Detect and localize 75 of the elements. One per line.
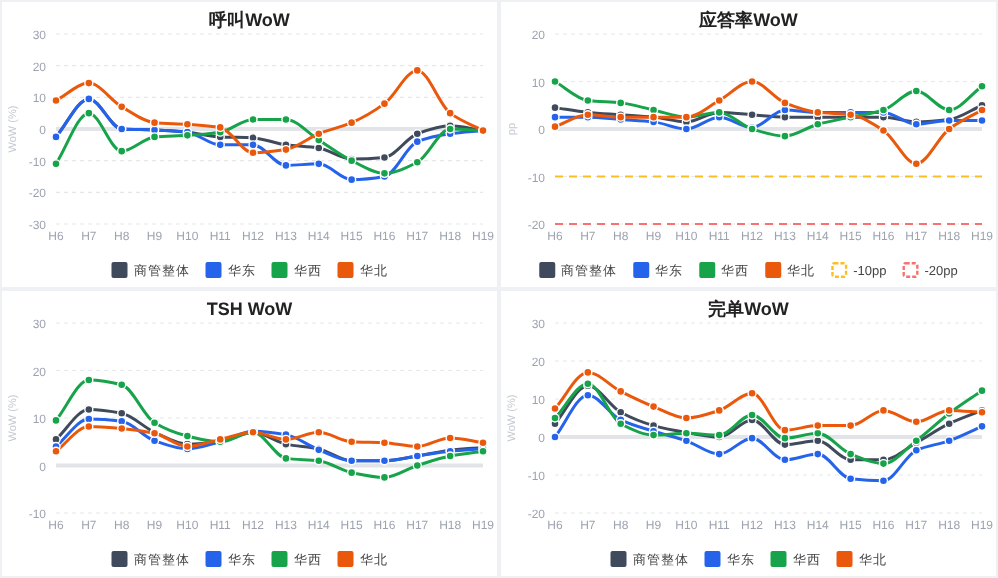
point xyxy=(445,433,455,443)
point xyxy=(412,65,423,76)
point xyxy=(845,449,856,459)
chart-title: TSH WoW xyxy=(206,299,294,319)
point xyxy=(84,414,94,424)
point xyxy=(51,415,61,426)
point xyxy=(412,129,423,139)
point xyxy=(314,456,324,466)
point xyxy=(116,102,127,112)
point xyxy=(813,420,823,431)
point xyxy=(747,110,757,120)
point xyxy=(149,418,160,428)
point xyxy=(412,157,423,167)
point xyxy=(681,124,692,134)
point xyxy=(977,105,987,115)
point xyxy=(944,124,954,134)
point xyxy=(478,438,488,448)
point xyxy=(445,451,455,461)
point xyxy=(314,159,324,169)
point xyxy=(911,445,922,455)
point xyxy=(116,146,127,156)
chart-title: 应答率WoW xyxy=(697,10,799,30)
point xyxy=(550,413,560,423)
point xyxy=(84,108,94,118)
point xyxy=(615,98,626,108)
point xyxy=(747,388,757,398)
point xyxy=(314,143,324,153)
point xyxy=(116,380,127,390)
point xyxy=(445,108,455,118)
point xyxy=(84,375,94,385)
point xyxy=(215,140,225,150)
point xyxy=(813,449,823,459)
point xyxy=(944,436,954,446)
point xyxy=(845,474,856,484)
point xyxy=(182,431,193,441)
point xyxy=(550,112,560,122)
point xyxy=(780,131,790,141)
point xyxy=(714,449,724,459)
point xyxy=(314,129,324,139)
point xyxy=(51,159,61,169)
point xyxy=(346,437,357,447)
point xyxy=(911,86,922,96)
point xyxy=(681,413,692,423)
point xyxy=(944,419,954,429)
point xyxy=(84,78,94,88)
point xyxy=(813,119,823,129)
point xyxy=(51,95,61,106)
point xyxy=(747,410,757,420)
point xyxy=(977,81,987,91)
point xyxy=(780,433,790,443)
chart-title: 完单WoW xyxy=(708,299,790,319)
point xyxy=(149,132,160,142)
point xyxy=(379,438,390,448)
point xyxy=(550,403,560,414)
point xyxy=(84,421,94,432)
point xyxy=(944,105,954,115)
point xyxy=(248,148,258,158)
point xyxy=(51,446,61,456)
point xyxy=(780,425,790,435)
point xyxy=(583,390,593,400)
point xyxy=(149,436,160,446)
point xyxy=(116,423,127,434)
point xyxy=(281,434,291,445)
point xyxy=(780,98,790,108)
point xyxy=(747,433,757,443)
point xyxy=(379,98,390,109)
point xyxy=(878,125,889,136)
point xyxy=(878,476,889,486)
point xyxy=(780,455,790,465)
point xyxy=(615,386,626,397)
point xyxy=(550,432,560,442)
point xyxy=(911,417,922,427)
point xyxy=(182,119,193,129)
chart-title: 呼叫WoW xyxy=(209,10,291,30)
point xyxy=(314,427,324,437)
